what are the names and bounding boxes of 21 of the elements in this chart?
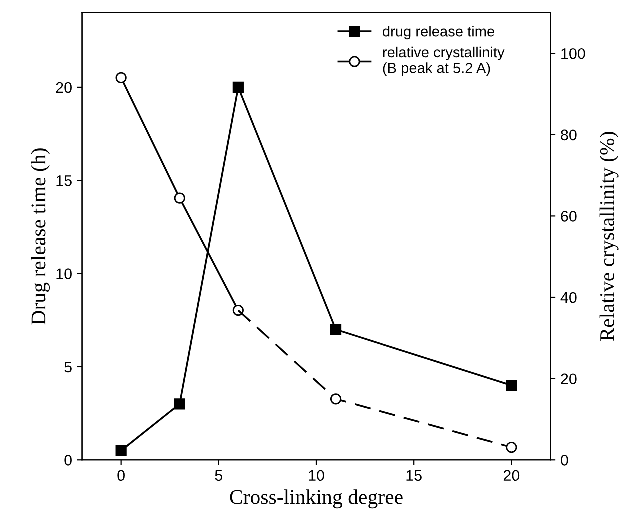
- y2-tick-label: 60: [561, 211, 577, 222]
- y2-tick-label: 80: [561, 130, 577, 141]
- x-tick-label: 10: [309, 470, 324, 482]
- y2-axis-title: Relative crystallinity (%): [600, 132, 619, 342]
- x-tick-label: 20: [504, 470, 520, 482]
- legend-label: drug release time: [383, 26, 494, 40]
- y-tick-label: 5: [64, 362, 72, 373]
- x-axis-title: Cross-linking degree: [230, 490, 403, 509]
- y-tick-label: 0: [64, 455, 72, 466]
- x-tick-label: 15: [406, 470, 422, 482]
- y-axis-title: Drug release time (h): [31, 148, 50, 325]
- y2-tick-label: 40: [560, 292, 577, 304]
- y2-tick-label: 100: [562, 48, 586, 60]
- y-tick-label: 15: [56, 176, 72, 186]
- legend-label: relative crystallinity (B peak at 5.2 A): [383, 46, 505, 76]
- y2-tick-label: 0: [561, 455, 568, 466]
- x-tick-label: 0: [118, 470, 125, 482]
- x-tick-label: 5: [215, 470, 223, 482]
- y2-tick-label: 20: [561, 374, 577, 385]
- y-tick-label: 20: [56, 82, 72, 94]
- y-tick-label: 10: [56, 268, 72, 280]
